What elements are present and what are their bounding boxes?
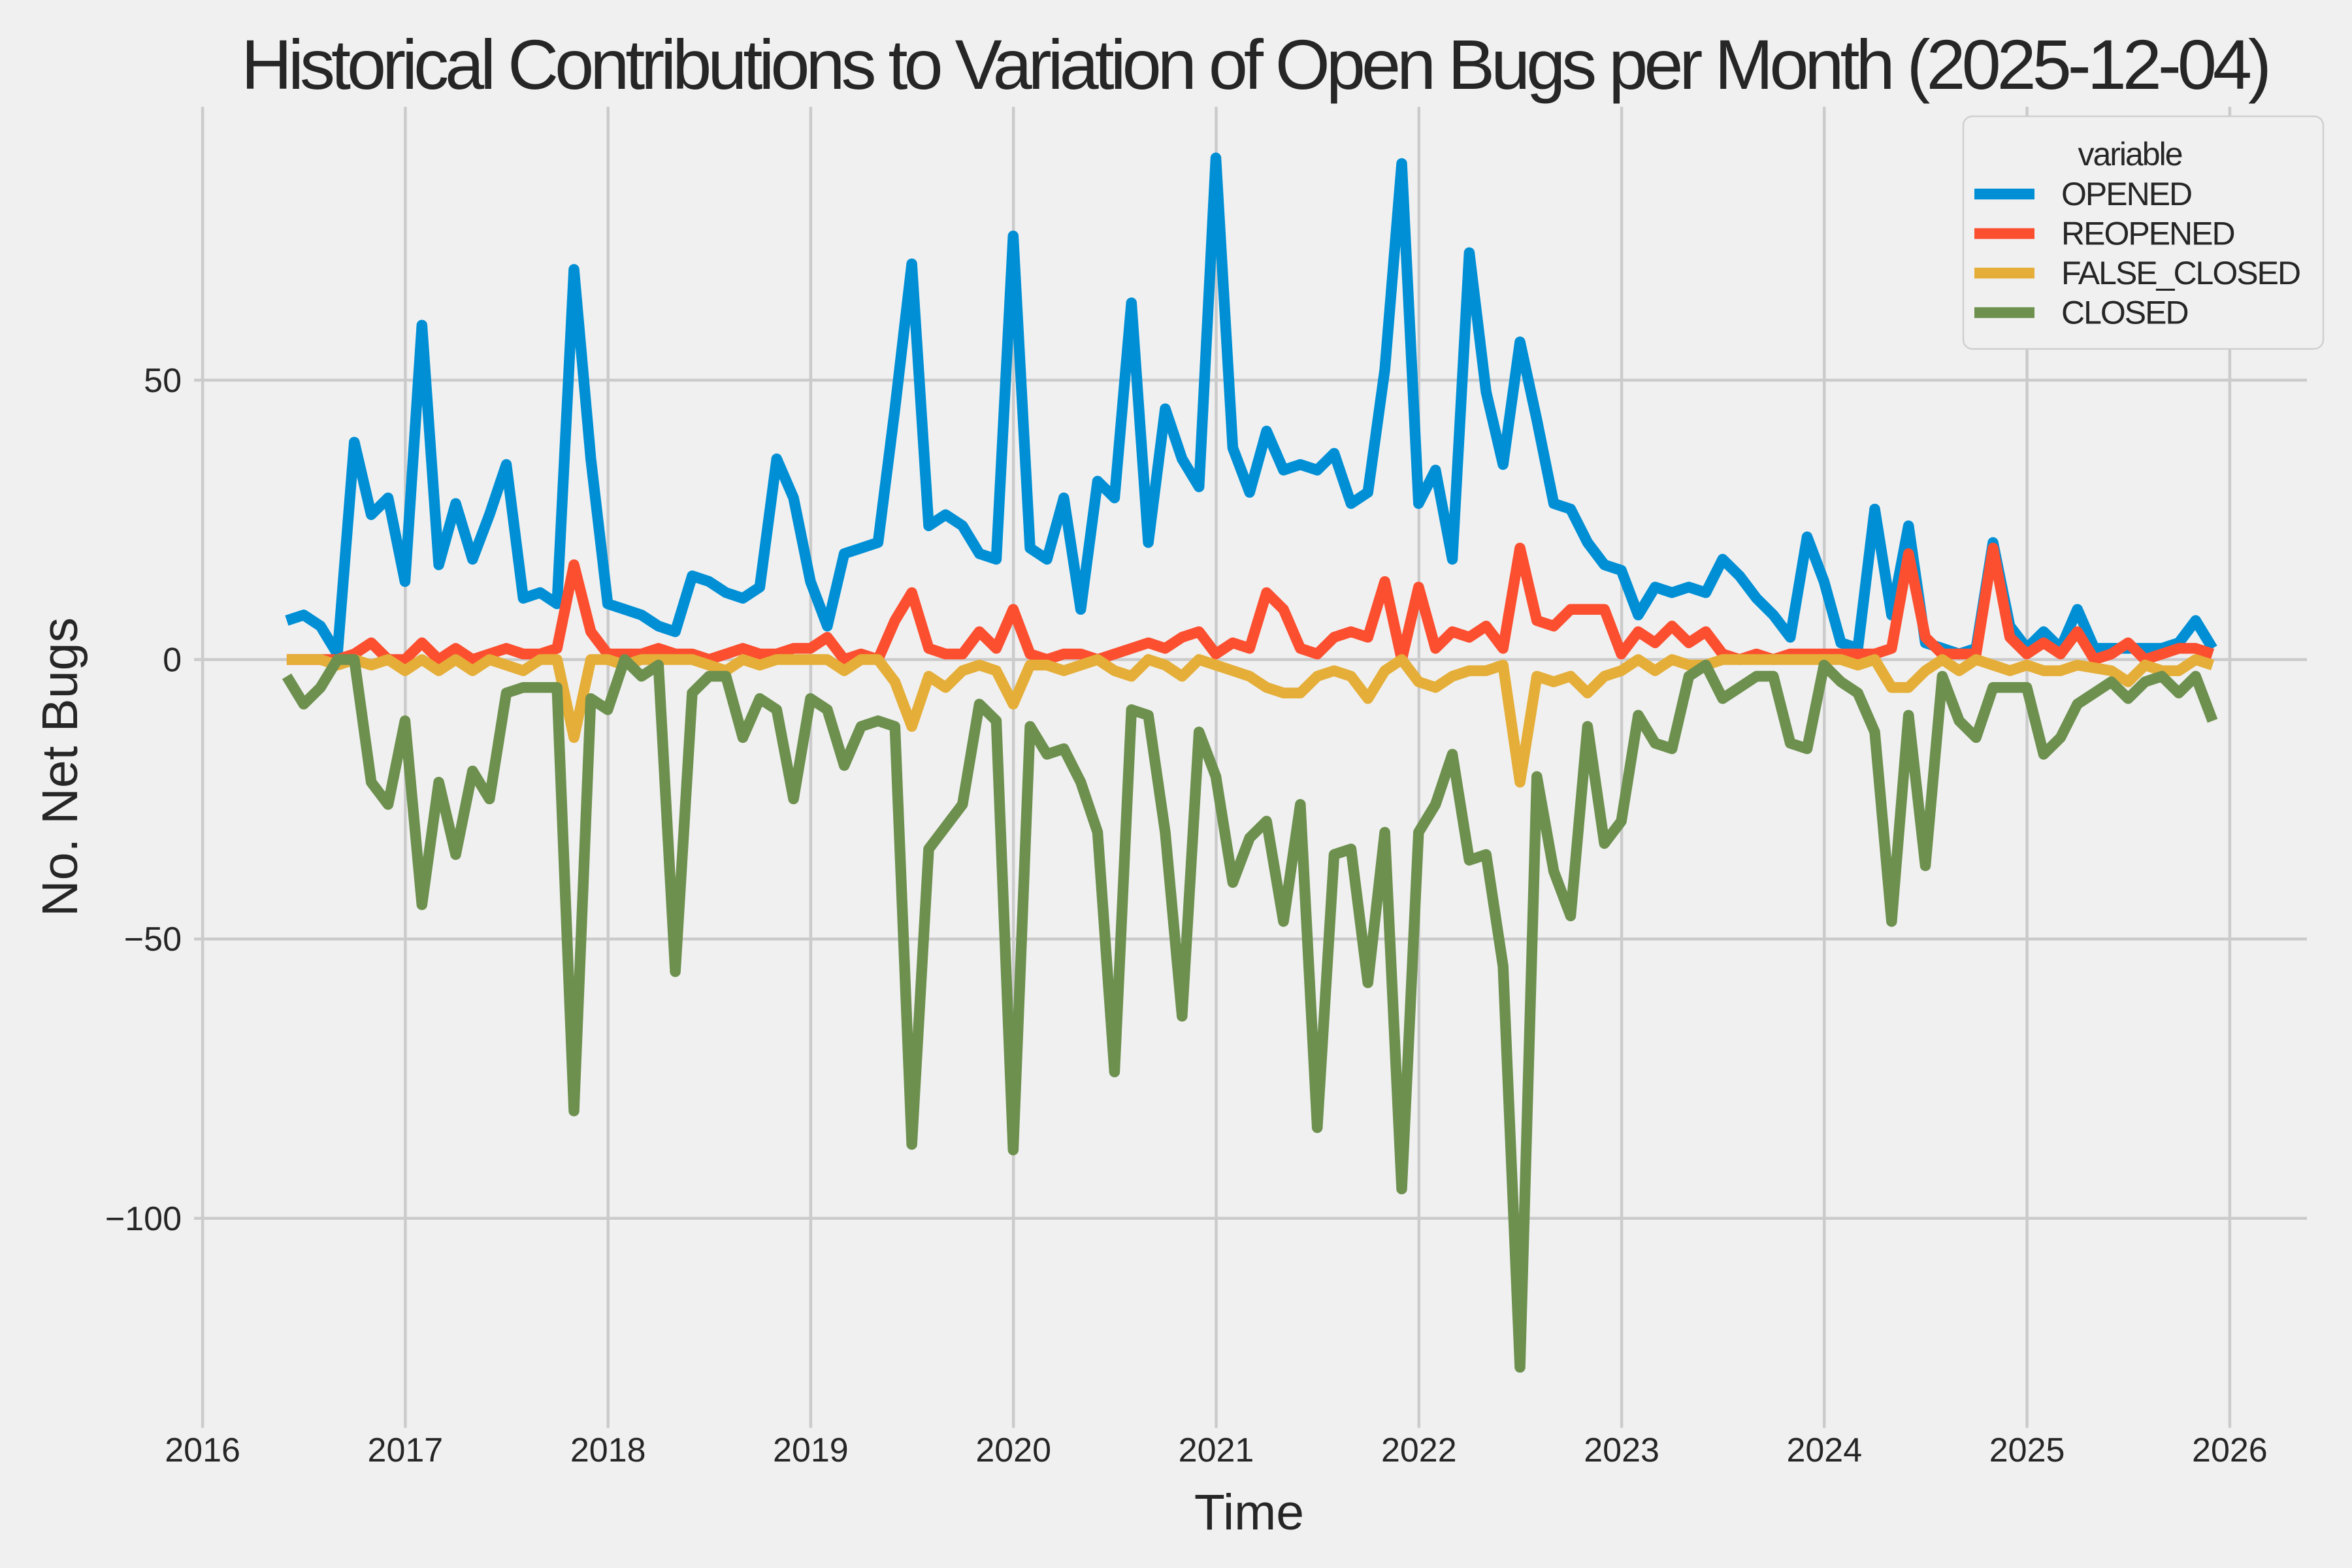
svg-text:No. Net Bugs: No. Net Bugs <box>32 617 88 917</box>
svg-text:2021: 2021 <box>1179 1431 1254 1469</box>
svg-text:2019: 2019 <box>773 1431 849 1469</box>
svg-text:CLOSED: CLOSED <box>2061 295 2188 331</box>
svg-text:2018: 2018 <box>570 1431 646 1469</box>
svg-text:Historical Contributions to Va: Historical Contributions to Variation of… <box>241 25 2268 104</box>
svg-text:2024: 2024 <box>1786 1431 1862 1469</box>
svg-text:50: 50 <box>144 362 182 400</box>
svg-text:2023: 2023 <box>1584 1431 1659 1469</box>
svg-text:FALSE_CLOSED: FALSE_CLOSED <box>2061 255 2300 291</box>
svg-text:2022: 2022 <box>1381 1431 1457 1469</box>
svg-text:2025: 2025 <box>1989 1431 2065 1469</box>
svg-text:2017: 2017 <box>368 1431 444 1469</box>
svg-text:−50: −50 <box>124 921 182 958</box>
svg-text:2020: 2020 <box>975 1431 1051 1469</box>
svg-text:2016: 2016 <box>165 1431 240 1469</box>
svg-text:2026: 2026 <box>2192 1431 2268 1469</box>
svg-text:Time: Time <box>1194 1484 1304 1541</box>
svg-text:variable: variable <box>2078 136 2181 172</box>
svg-text:0: 0 <box>163 642 182 679</box>
svg-text:−100: −100 <box>105 1200 182 1238</box>
svg-text:OPENED: OPENED <box>2061 176 2191 212</box>
svg-text:REOPENED: REOPENED <box>2061 216 2234 252</box>
